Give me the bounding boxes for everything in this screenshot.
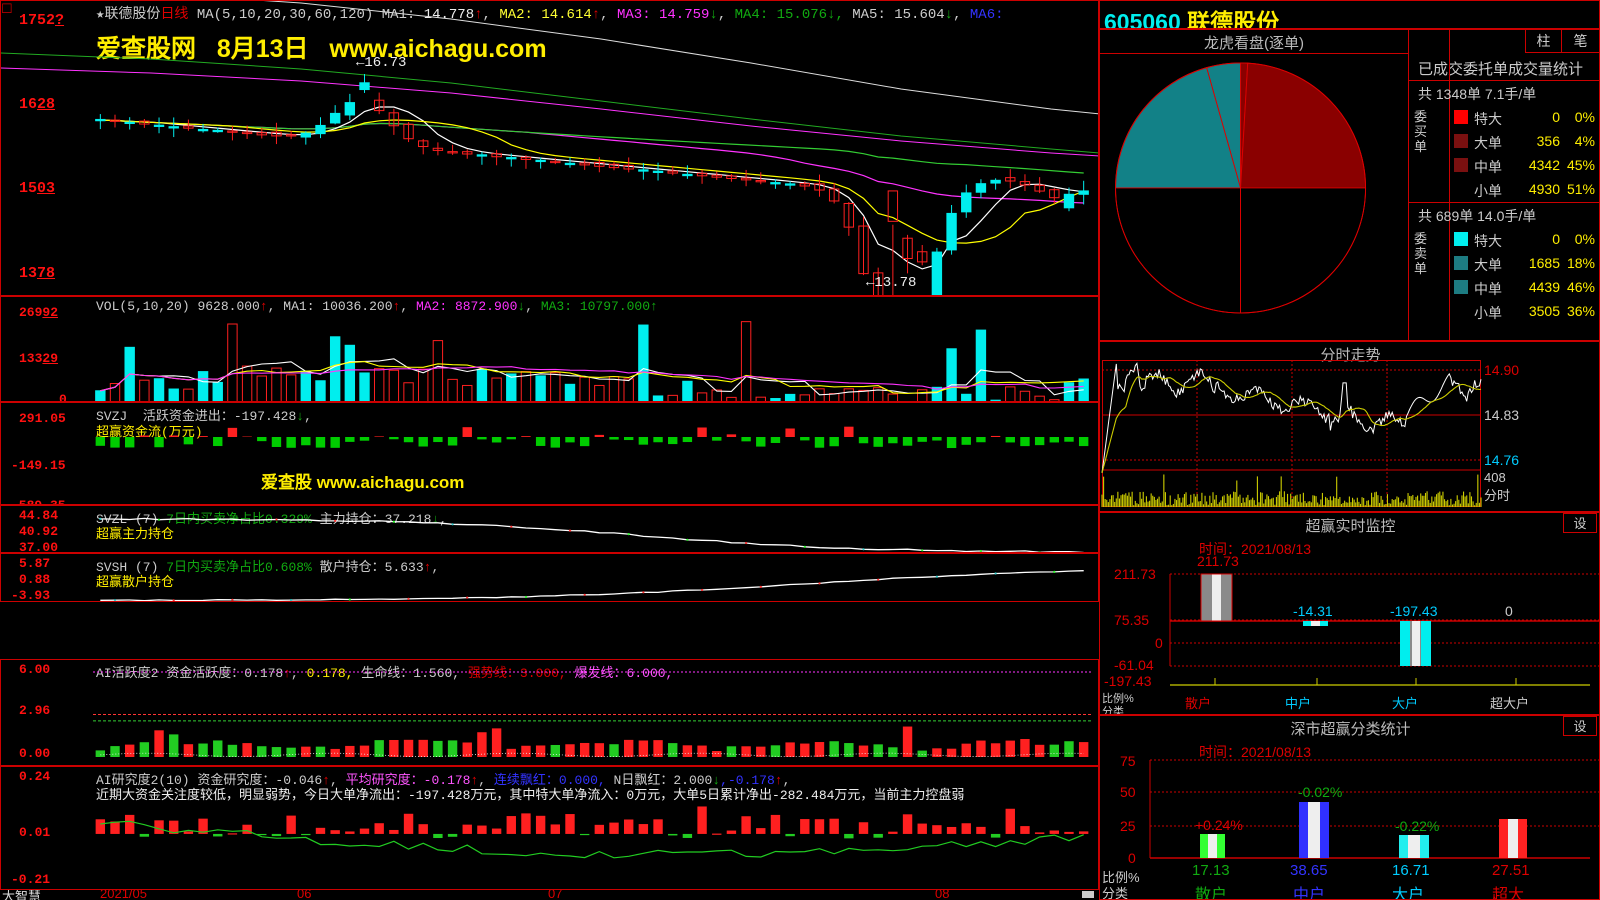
svg-text:←16.73: ←16.73: [356, 55, 406, 71]
svg-text:←13.78: ←13.78: [866, 275, 916, 291]
